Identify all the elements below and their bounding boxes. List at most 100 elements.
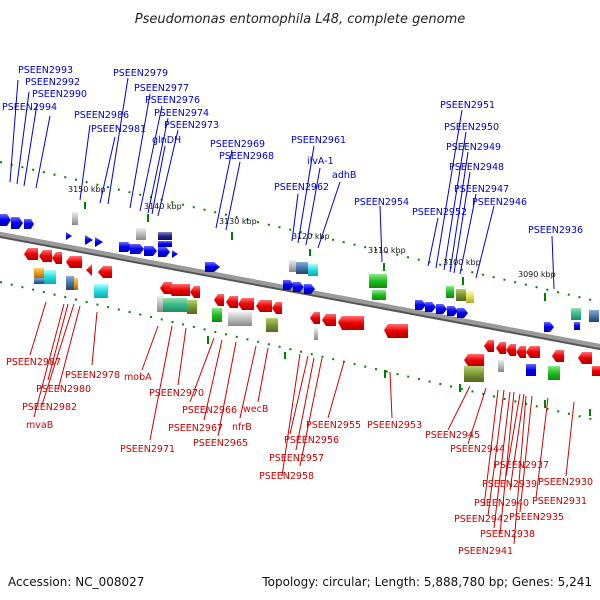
gene-label[interactable]: PSEEN2940 [474,498,529,509]
forward-gene-block[interactable] [372,290,386,300]
reverse-gene-block[interactable] [548,366,560,380]
reverse-gene-block[interactable] [157,296,163,312]
gene-label[interactable]: ilvA-1 [307,156,334,167]
reverse-gene-arrow[interactable] [526,346,540,358]
gene-label[interactable]: PSEEN2948 [449,162,504,173]
forward-gene-arrow[interactable] [436,304,447,314]
forward-gene-block[interactable] [289,260,296,272]
forward-gene-block[interactable] [589,310,599,322]
gene-label[interactable]: adhB [332,170,356,181]
reverse-gene-block[interactable] [94,284,108,298]
forward-gene-block[interactable] [72,212,78,225]
gene-label[interactable]: PSEEN2976 [145,95,200,106]
gene-label[interactable]: PSEEN2973 [164,120,219,131]
reverse-gene-arrow[interactable] [168,284,190,296]
reverse-gene-arrow[interactable] [496,342,506,354]
reverse-gene-block[interactable] [314,328,318,340]
reverse-gene-block[interactable] [74,278,78,290]
reverse-gene-arrow[interactable] [272,302,282,314]
forward-gene-block[interactable] [574,322,580,330]
reverse-gene-arrow[interactable] [214,294,224,306]
gene-label[interactable]: PSEEN2950 [444,122,499,133]
reverse-gene-block[interactable] [34,278,44,284]
forward-gene-arrow[interactable] [205,262,220,272]
gene-label[interactable]: PSEEN2931 [532,496,587,507]
gene-label[interactable]: PSEEN2958 [259,471,314,482]
gene-label[interactable]: PSEEN2987 [6,357,61,368]
gene-label[interactable]: PSEEN2945 [425,430,480,441]
reverse-gene-arrow[interactable] [52,252,62,264]
forward-gene-arrow[interactable] [119,242,132,252]
gene-label[interactable]: PSEEN2974 [154,108,209,119]
gene-label[interactable]: PSEEN2977 [134,83,189,94]
gene-label[interactable]: PSEEN2951 [440,100,495,111]
forward-gene-arrow[interactable] [425,302,436,312]
forward-gene-arrow[interactable] [283,280,294,290]
reverse-gene-arrow[interactable] [338,316,364,330]
reverse-gene-block[interactable] [163,298,187,312]
forward-gene-arrow[interactable] [293,282,304,292]
reverse-gene-arrow[interactable] [39,250,52,262]
forward-gene-block[interactable] [571,308,581,320]
gene-label[interactable]: PSEEN2994 [2,102,57,113]
gene-label[interactable]: PSEEN2952 [412,207,467,218]
gene-label[interactable]: mobA [124,372,152,383]
forward-gene-arrow[interactable] [11,217,23,229]
gene-label[interactable]: PSEEN2938 [480,529,535,540]
gene-label[interactable]: PSEEN2956 [284,435,339,446]
gene-label[interactable]: PSEEN2949 [446,142,501,153]
reverse-gene-arrow[interactable] [552,350,564,362]
forward-gene-arrow[interactable] [457,308,468,318]
forward-gene-block[interactable] [466,291,474,303]
gene-label[interactable]: nfrB [232,422,252,433]
gene-label[interactable]: PSEEN2961 [291,135,346,146]
reverse-gene-arrow[interactable] [464,354,484,366]
forward-gene-block[interactable] [296,262,308,274]
gene-label[interactable]: PSEEN2937 [494,460,549,471]
gene-label[interactable]: PSEEN2936 [528,225,583,236]
forward-gene-block[interactable] [158,241,172,247]
gene-label[interactable]: PSEEN2942 [454,514,509,525]
gene-label[interactable]: PSEEN2941 [458,546,513,557]
gene-label[interactable]: PSEEN2953 [367,420,422,431]
gene-label[interactable]: PSEEN2990 [32,89,87,100]
gene-label[interactable]: PSEEN2970 [149,388,204,399]
reverse-gene-arrow[interactable] [516,346,526,358]
gene-label[interactable]: wecB [243,404,268,415]
reverse-gene-block[interactable] [498,360,504,372]
reverse-gene-block[interactable] [34,268,44,278]
gene-label[interactable]: PSEEN2935 [509,512,564,523]
gene-label[interactable]: glnDH [152,135,181,146]
forward-gene-arrow[interactable] [66,232,72,240]
forward-gene-block[interactable] [446,286,454,298]
reverse-gene-arrow[interactable] [256,300,272,312]
reverse-gene-arrow[interactable] [506,344,516,356]
forward-gene-block[interactable] [456,289,466,301]
reverse-gene-block[interactable] [44,270,56,284]
forward-gene-arrow[interactable] [95,237,103,247]
gene-label[interactable]: PSEEN2969 [210,139,265,150]
reverse-gene-arrow[interactable] [24,248,38,260]
gene-label[interactable]: PSEEN2946 [472,197,527,208]
reverse-gene-block[interactable] [228,312,252,326]
reverse-gene-arrow[interactable] [98,266,112,278]
gene-label[interactable]: PSEEN2986 [74,110,129,121]
reverse-gene-arrow[interactable] [578,352,592,364]
reverse-gene-block[interactable] [526,364,536,376]
reverse-gene-block[interactable] [212,308,222,322]
gene-label[interactable]: PSEEN2981 [91,124,146,135]
gene-label[interactable]: PSEEN2980 [36,384,91,395]
gene-label[interactable]: PSEEN2965 [193,438,248,449]
forward-gene-arrow[interactable] [24,219,34,229]
reverse-gene-block[interactable] [464,366,484,382]
reverse-gene-arrow[interactable] [66,256,82,268]
forward-gene-arrow[interactable] [144,246,157,256]
gene-label[interactable]: PSEEN2947 [454,184,509,195]
gene-label[interactable]: PSEEN2957 [269,453,324,464]
reverse-gene-arrow[interactable] [484,340,494,352]
forward-gene-block[interactable] [308,264,318,276]
gene-label[interactable]: PSEEN2967 [168,423,223,434]
forward-gene-block[interactable] [158,232,172,240]
gene-label[interactable]: mvaB [26,420,53,431]
forward-gene-arrow[interactable] [415,300,426,310]
